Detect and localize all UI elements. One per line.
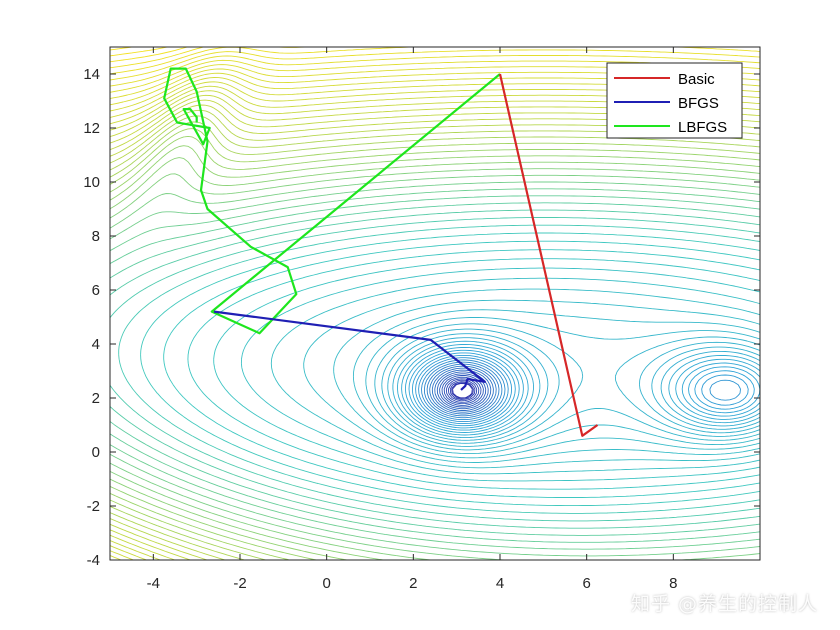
contour-level [434,369,492,411]
x-tick-label: -2 [233,575,246,592]
contour-level [423,361,503,419]
x-axis-ticks: -4 -2 0 2 4 6 8 [147,47,678,592]
contour-level [163,240,760,498]
y-tick-label: 14 [83,66,100,83]
y-tick-label: 10 [83,174,100,191]
contour-level [333,299,760,459]
contour-level [451,382,474,399]
y-tick-label: -4 [87,552,100,569]
contour-level [110,168,760,560]
contour-level [213,258,760,482]
y-tick-label: 12 [83,120,100,137]
contour-level [110,181,760,557]
contour-level [401,344,760,433]
contour-level [365,317,760,451]
contour-level [411,352,755,427]
x-tick-label: 4 [496,575,504,592]
contour-level [404,347,760,431]
contour-level [431,367,494,413]
contour-level [110,217,760,522]
contour-level [110,145,760,560]
x-tick-label: -4 [147,575,160,592]
contour-level [110,47,133,51]
y-tick-label: 6 [92,282,100,299]
contour-level [187,249,760,490]
series-line-bfgs [213,310,486,391]
contour-level [443,376,482,405]
contour-level [110,121,760,560]
contour-level [374,323,760,447]
series-line-lbfgs [163,67,501,335]
contour-level [303,288,760,463]
contour-level [397,340,760,436]
y-axis-ticks: -4 -2 0 2 4 6 8 10 12 14 [83,66,760,569]
contour-level [270,277,760,469]
contour-level [110,209,760,529]
contour-lines [110,47,760,560]
y-tick-label: 2 [92,390,100,407]
legend-label-lbfgs: LBFGS [678,119,727,136]
contour-level [118,224,760,514]
contour-level [392,337,760,439]
contour-level [110,157,760,560]
series-line-basic [498,73,599,437]
contour-level [429,365,497,415]
contour-level [418,357,741,423]
plot-area-border [109,46,761,561]
contour-level [421,359,506,421]
contour-level [408,349,760,429]
x-tick-label: 6 [582,575,590,592]
watermark: 知乎 @养生的控制人 [630,593,818,615]
legend-label-basic: Basic [678,71,715,88]
contour-level [110,55,760,87]
contour-level [445,378,480,403]
contour-level [381,328,760,444]
contour-level [352,309,760,455]
x-tick-label: 0 [322,575,330,592]
contour-level [110,128,760,560]
contour-level [426,363,500,417]
contour-level [110,47,188,63]
contour-level [140,232,760,507]
contour-level [110,47,168,57]
legend-box [606,62,743,139]
contour-level [110,195,760,543]
y-tick-label: 0 [92,444,100,461]
legend-label-bfgs: BFGS [678,95,719,112]
contour-level [452,383,473,399]
x-tick-label: 8 [669,575,677,592]
contour-level [110,49,760,81]
contour-level [436,371,489,410]
contour-level [110,135,760,560]
contour-level [110,202,760,536]
y-tick-label: -2 [87,498,100,515]
contour-level [447,379,478,402]
contour-level [449,381,476,400]
optimizer-paths [163,67,599,437]
contour-level [110,174,760,560]
legend: Basic BFGS LBFGS [606,62,743,139]
y-tick-label: 4 [92,336,100,353]
y-tick-label: 8 [92,228,100,245]
contour-level [110,188,760,550]
contour-level [415,354,749,425]
x-tick-label: 2 [409,575,417,592]
